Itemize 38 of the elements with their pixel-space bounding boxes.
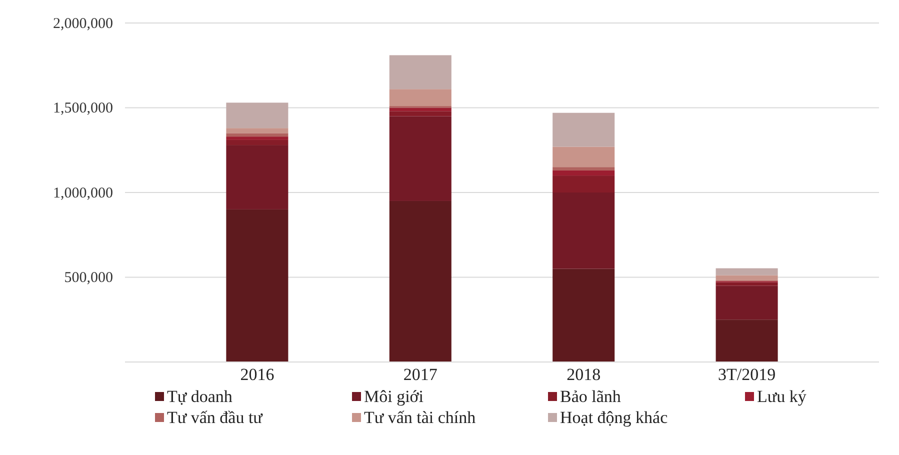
- legend-label: Tư vấn tài chính: [364, 408, 476, 427]
- x-tick-label: 2016: [240, 365, 274, 384]
- bar: [389, 200, 452, 362]
- bar: [552, 112, 615, 147]
- bar: [389, 116, 452, 201]
- legend-label: Môi giới: [364, 387, 424, 406]
- y-tick-label: 1,500,000: [53, 100, 113, 117]
- legend-label: Lưu ký: [757, 387, 807, 406]
- bar: [226, 136, 288, 140]
- bar: [716, 286, 778, 320]
- bar: [716, 268, 778, 276]
- x-tick-label: 3T/2019: [718, 365, 776, 384]
- bar: [389, 55, 452, 90]
- legend-label: Bảo lãnh: [560, 387, 622, 406]
- bar: [226, 128, 288, 134]
- bar: [226, 209, 288, 362]
- legend-label: Tự doanh: [167, 387, 233, 406]
- legend-label: Tư vấn đầu tư: [167, 408, 264, 427]
- bar: [552, 192, 615, 269]
- bar: [716, 275, 778, 280]
- bar: [226, 140, 288, 146]
- x-tick-label: 2018: [566, 365, 601, 384]
- legend-label: Hoạt động khác: [560, 408, 668, 427]
- bar: [226, 102, 288, 128]
- bar: [389, 89, 452, 106]
- bar: [389, 111, 452, 116]
- bar: [226, 133, 288, 137]
- bar: [552, 170, 615, 176]
- bar: [552, 176, 615, 192]
- bar: [226, 145, 288, 210]
- bar: [552, 167, 615, 170]
- y-tick-label: 500,000: [64, 270, 113, 286]
- bar: [552, 146, 615, 168]
- y-tick-label: 2,000,000: [53, 16, 113, 32]
- y-tick-label: 1,000,000: [53, 185, 113, 202]
- x-tick-label: 2017: [403, 365, 438, 384]
- bar: [552, 268, 615, 362]
- bar: [716, 320, 778, 362]
